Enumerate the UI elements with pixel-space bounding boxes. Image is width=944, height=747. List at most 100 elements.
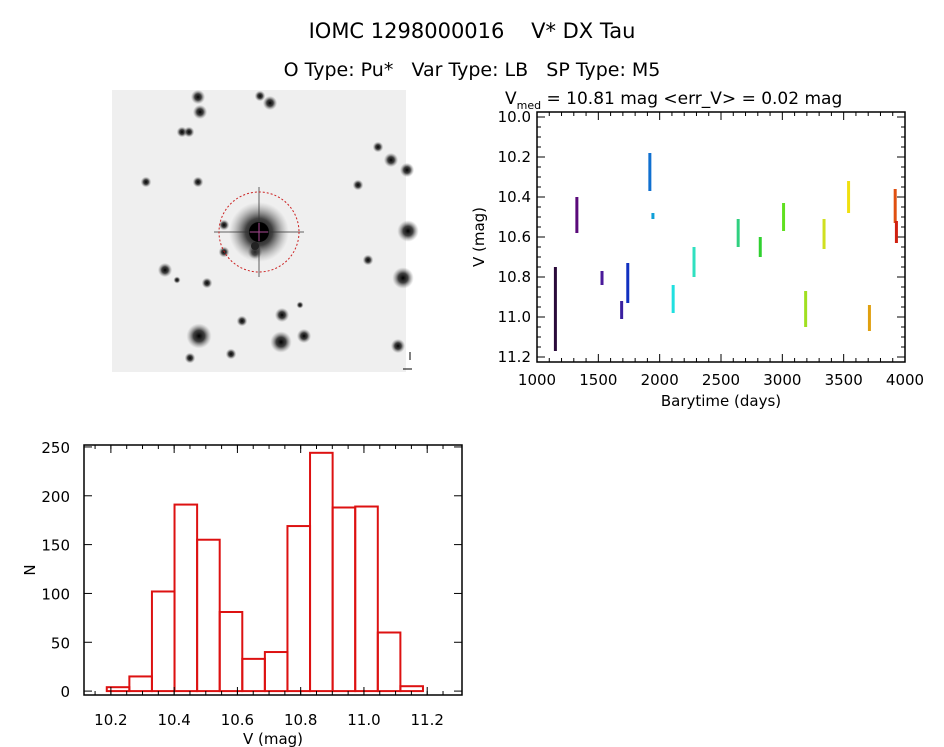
title-sub: med (517, 99, 541, 112)
histogram-bar (241, 657, 266, 693)
star (274, 307, 290, 323)
x-tick-label: 1500 (579, 371, 617, 389)
data-point-cluster (893, 189, 897, 223)
star (183, 126, 195, 138)
data-point-cluster (736, 219, 740, 247)
star (362, 254, 374, 266)
light-curve-plot: Vmed = 10.81 mag <err_V> = 0.02 mag Bary… (470, 89, 924, 410)
star (190, 89, 206, 105)
light-curve-xlabel: Barytime (days) (661, 392, 781, 410)
histogram-bar (173, 503, 199, 693)
data-point-cluster (575, 197, 579, 233)
star (296, 328, 312, 344)
star (254, 90, 266, 102)
histogram-bar (105, 686, 131, 693)
x-tick-label: 3000 (763, 371, 801, 389)
y-tick-label: 0 (60, 683, 70, 701)
star (140, 176, 152, 188)
star (262, 95, 278, 111)
star (251, 242, 259, 250)
histogram-bar (150, 590, 176, 693)
target-circle-marker (218, 191, 300, 273)
data-point-cluster (782, 203, 786, 231)
data-point-cluster (671, 285, 675, 313)
histogram-frame (83, 444, 463, 696)
histogram-bar (309, 451, 334, 693)
star (383, 152, 399, 168)
data-point-cluster (804, 291, 808, 327)
data-point-cluster (648, 153, 652, 191)
y-tick-label: 10.6 (498, 228, 531, 246)
star (296, 301, 304, 309)
data-point-cluster (553, 267, 557, 351)
star (157, 262, 173, 278)
x-tick-label: 10.4 (157, 711, 190, 729)
star (397, 220, 419, 242)
histogram-plot: V (mag) N 10.2 10.4 10.6 10.8 11.0 11.2 0 50 100… (21, 439, 463, 747)
sky-image (112, 89, 419, 372)
title-rest: = 10.81 mag <err_V> = 0.02 mag (541, 89, 842, 109)
histogram-bar (263, 651, 289, 693)
histogram-xlabel: V (mag) (243, 730, 303, 747)
histogram-bar (376, 631, 402, 693)
light-curve-frame (536, 111, 906, 363)
star (192, 176, 204, 188)
histogram-bar (331, 506, 357, 693)
data-point-cluster (692, 247, 696, 277)
star (399, 162, 415, 178)
y-tick-label: 11.2 (498, 348, 531, 366)
star (225, 348, 237, 360)
data-point-cluster (600, 271, 604, 285)
x-tick-label: 2500 (702, 371, 740, 389)
histogram-ylabel: N (21, 564, 39, 575)
light-curve-title: Vmed = 10.81 mag <err_V> = 0.02 mag (505, 89, 842, 112)
figure-subtitle: O Type: Pu* Var Type: LB SP Type: M5 (284, 59, 661, 81)
data-point-cluster (894, 221, 898, 243)
y-tick-label: 50 (51, 634, 70, 652)
data-point-cluster (758, 237, 762, 257)
x-tick-label: 2000 (641, 371, 679, 389)
star (192, 104, 208, 120)
histogram-bar (399, 685, 424, 693)
data-point-cluster (620, 301, 624, 319)
star (236, 315, 248, 327)
data-point-cluster (626, 263, 630, 303)
y-tick-label: 200 (41, 488, 70, 506)
x-tick-label: 10.8 (284, 711, 317, 729)
data-point-cluster (822, 219, 826, 249)
histogram-bar (354, 505, 379, 693)
y-tick-label: 10.4 (498, 188, 531, 206)
x-tick-label: 10.6 (221, 711, 254, 729)
histogram-bar (218, 610, 244, 693)
star (218, 219, 230, 231)
star (201, 277, 213, 289)
y-tick-label: 250 (41, 439, 70, 457)
data-point-cluster (651, 213, 655, 219)
star (270, 331, 292, 353)
x-tick-label: 3500 (825, 371, 863, 389)
x-tick-label: 10.2 (94, 711, 127, 729)
star (186, 323, 212, 349)
y-tick-label: 10.2 (498, 148, 531, 166)
x-tick-label: 11.2 (411, 711, 444, 729)
x-tick-label: 1000 (518, 371, 556, 389)
star (372, 141, 384, 153)
title-v: V (505, 89, 517, 109)
y-tick-label: 150 (41, 537, 70, 555)
y-tick-label: 11.0 (498, 308, 531, 326)
x-tick-label: 4000 (886, 371, 924, 389)
star (173, 276, 181, 284)
y-tick-label: 10.8 (498, 268, 531, 286)
star (390, 338, 406, 354)
y-tick-label: 100 (41, 585, 70, 603)
star (392, 267, 414, 289)
histogram-bar (196, 538, 221, 693)
figure-title: IOMC 1298000016 V* DX Tau (309, 19, 636, 43)
histogram-bar (128, 675, 153, 693)
x-tick-label: 11.0 (347, 711, 380, 729)
data-point-cluster (867, 305, 871, 331)
y-tick-label: 10.0 (498, 108, 531, 126)
data-point-cluster (847, 181, 851, 213)
